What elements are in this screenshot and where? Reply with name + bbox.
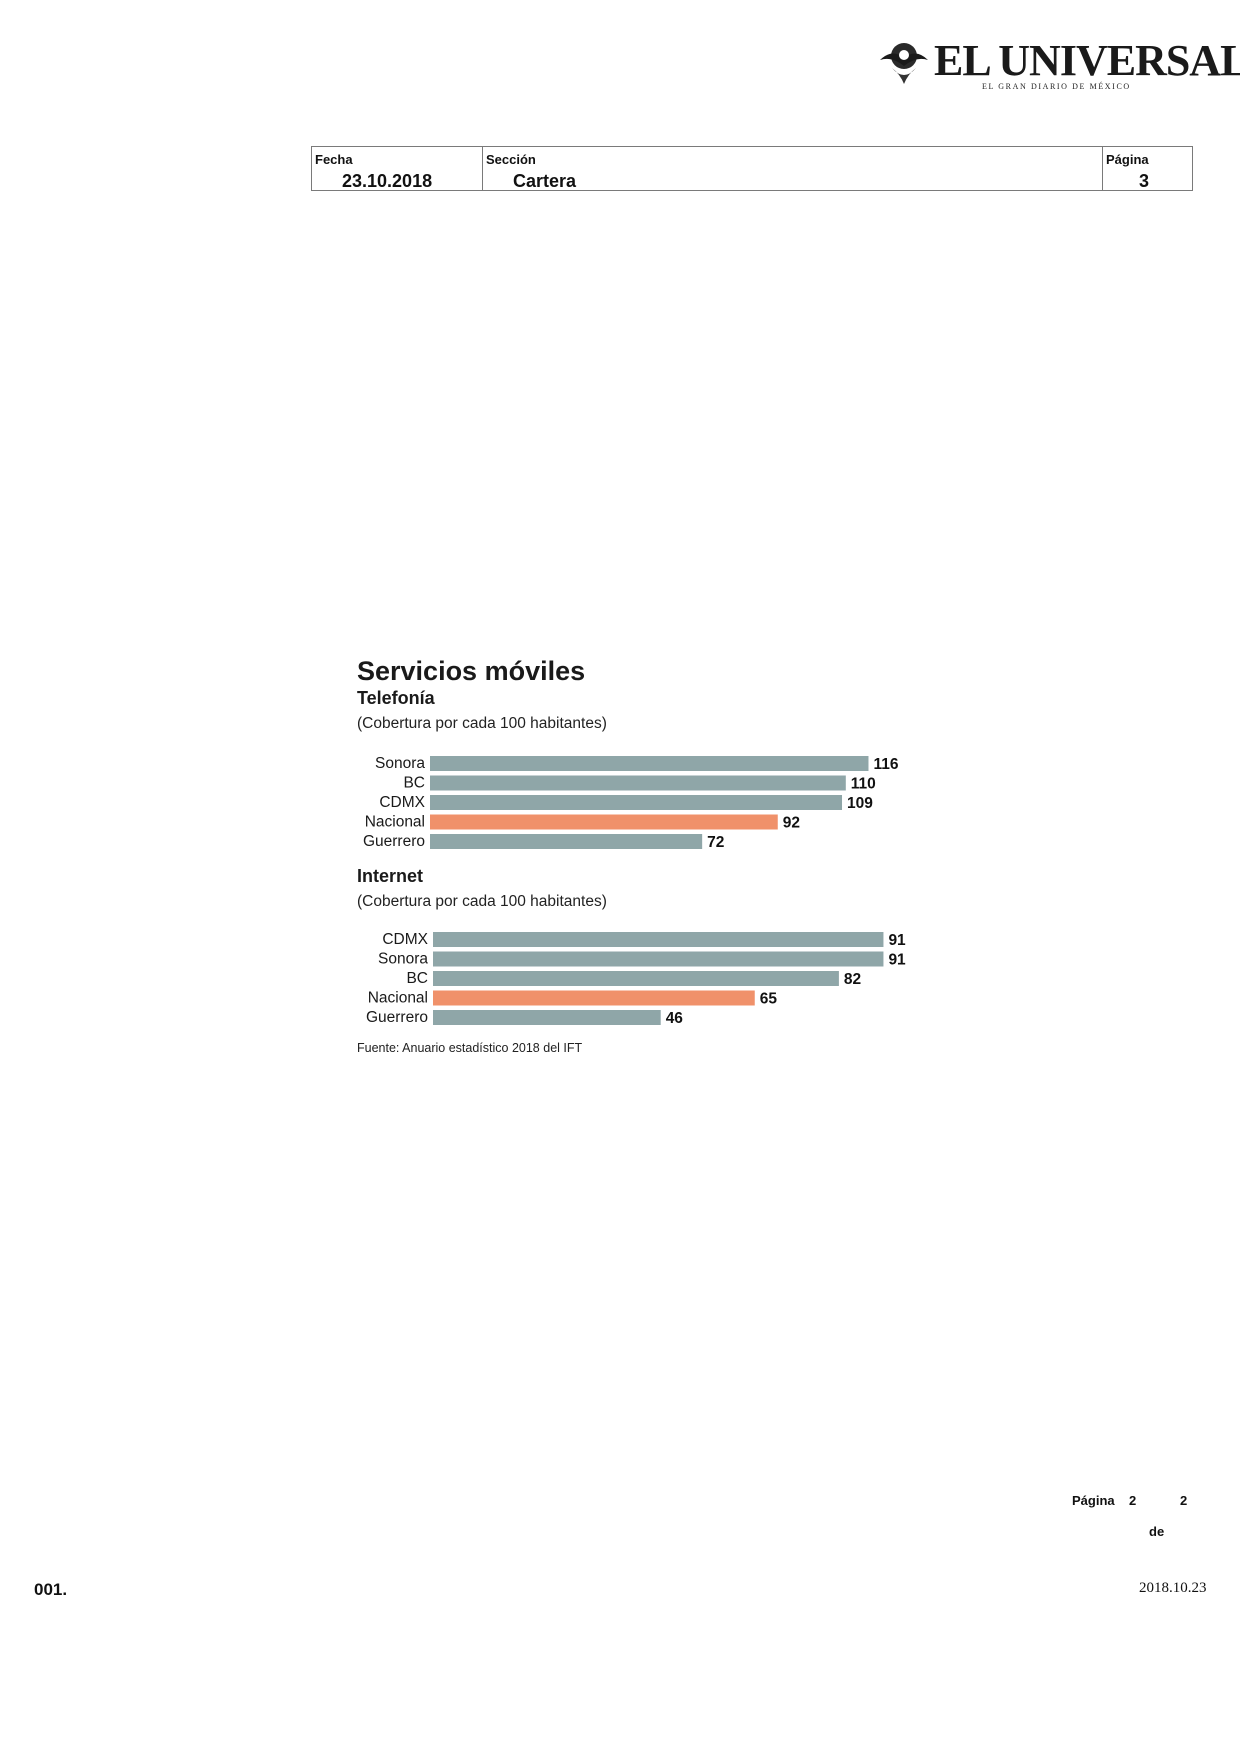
bar bbox=[430, 814, 778, 830]
category-label: Guerrero bbox=[363, 833, 425, 850]
panel-subtitle: Telefonía bbox=[357, 688, 436, 708]
logo-tagline: EL GRAN DIARIO DE MÉXICO bbox=[982, 82, 1131, 91]
bar bbox=[433, 932, 884, 947]
category-label: BC bbox=[406, 970, 428, 987]
category-label: CDMX bbox=[379, 794, 425, 811]
fecha-cell: Fecha 23.10.2018 bbox=[312, 147, 482, 191]
category-label: Sonora bbox=[375, 755, 425, 772]
chart-source: Fuente: Anuario estadístico 2018 del IFT bbox=[357, 1041, 582, 1055]
panel-unit: (Cobertura por cada 100 habitantes) bbox=[357, 893, 607, 910]
value-label: 110 bbox=[851, 776, 876, 793]
value-label: 92 bbox=[783, 815, 800, 832]
seccion-cell: Sección Cartera bbox=[482, 147, 1102, 191]
panel-unit: (Cobertura por cada 100 habitantes) bbox=[357, 715, 607, 732]
bar bbox=[433, 951, 884, 967]
value-label: 82 bbox=[844, 971, 861, 988]
pagina-label: Página bbox=[1106, 152, 1149, 167]
document-number: 001. bbox=[34, 1580, 68, 1599]
value-label: 91 bbox=[888, 952, 906, 969]
bar bbox=[433, 1010, 661, 1025]
category-label: Nacional bbox=[368, 990, 428, 1007]
category-label: BC bbox=[403, 775, 425, 792]
value-label: 91 bbox=[888, 932, 906, 949]
bar bbox=[430, 775, 846, 791]
bar bbox=[430, 795, 843, 810]
panel-subtitle: Internet bbox=[357, 866, 423, 886]
footer-page-current: 2 bbox=[1129, 1493, 1137, 1508]
seccion-value: Cartera bbox=[513, 171, 577, 191]
chart-title: Servicios móviles bbox=[357, 656, 585, 686]
newspaper-masthead: EL UNIVERSAL EL GRAN DIARIO DE MÉXICO bbox=[878, 38, 1240, 92]
category-label: CDMX bbox=[382, 931, 428, 948]
value-label: 65 bbox=[760, 991, 778, 1008]
footer-page-of: de bbox=[1149, 1524, 1165, 1539]
value-label: 72 bbox=[707, 834, 724, 851]
value-label: 46 bbox=[666, 1010, 684, 1027]
pagina-cell: Página 3 bbox=[1102, 147, 1192, 191]
bar bbox=[430, 756, 869, 771]
chart-clipping: Servicios móviles Telefonía (Cobertura por… bbox=[330, 650, 960, 1060]
pagina-value: 3 bbox=[1139, 171, 1150, 191]
footer-page-total: 2 bbox=[1180, 1493, 1188, 1508]
category-label: Guerrero bbox=[366, 1009, 428, 1026]
bar bbox=[433, 971, 839, 986]
value-label: 109 bbox=[847, 795, 873, 812]
value-label: 116 bbox=[873, 756, 898, 773]
logo-name: EL UNIVERSAL bbox=[934, 36, 1240, 85]
info-table: Fecha 23.10.2018 Sección Cartera Página … bbox=[311, 146, 1193, 191]
fecha-label: Fecha bbox=[315, 152, 353, 167]
footer-pagina-label: Página bbox=[1072, 1493, 1115, 1508]
bar bbox=[430, 834, 703, 849]
category-label: Nacional bbox=[365, 814, 425, 831]
bar bbox=[433, 990, 755, 1006]
eagle-logo-icon bbox=[880, 43, 928, 84]
fecha-value: 23.10.2018 bbox=[342, 171, 433, 191]
document-date: 2018.10.23 bbox=[1139, 1580, 1207, 1596]
category-label: Sonora bbox=[378, 951, 428, 968]
seccion-label: Sección bbox=[486, 152, 536, 167]
